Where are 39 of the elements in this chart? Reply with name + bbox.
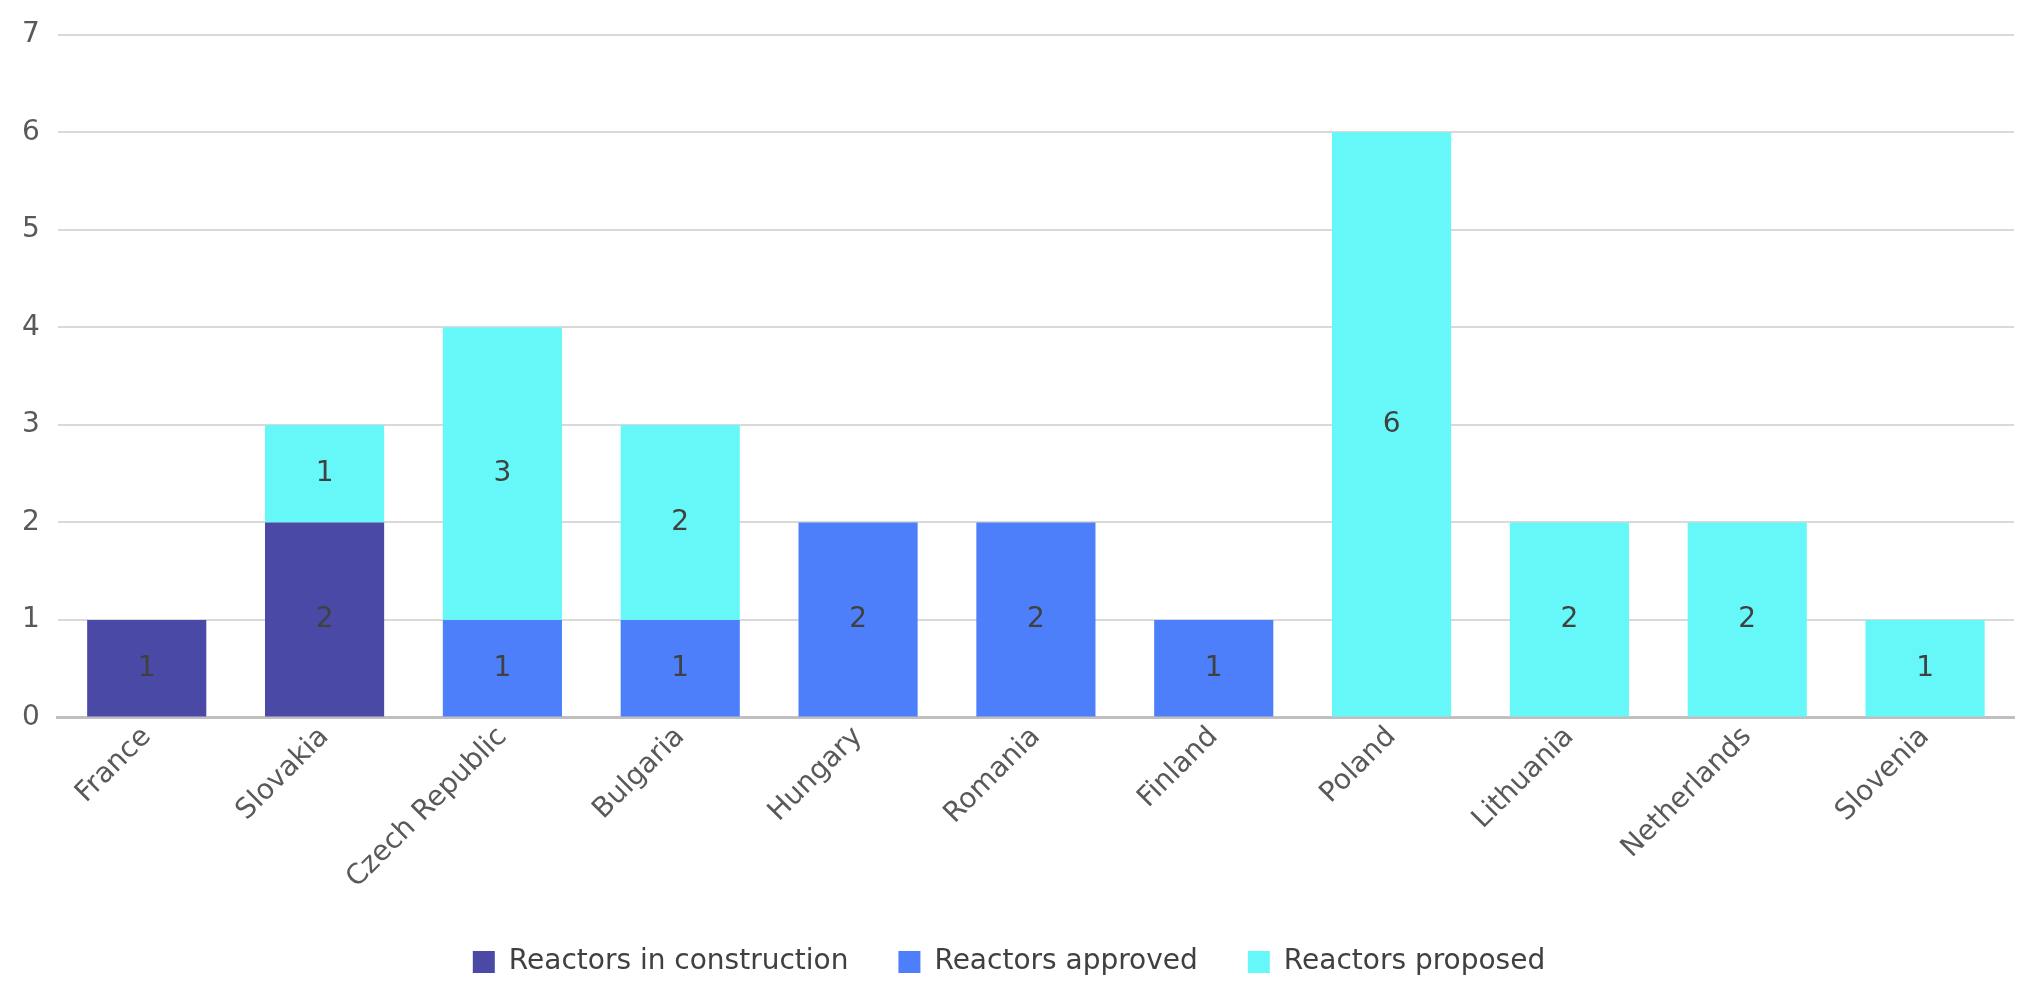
bar — [442, 327, 562, 620]
data-label: 2 — [849, 600, 867, 634]
data-label: 3 — [493, 454, 512, 488]
data-label: 1 — [1916, 649, 1934, 683]
bar — [1687, 522, 1807, 717]
bar — [620, 619, 740, 717]
bar — [976, 522, 1096, 717]
y-tick-label: 0 — [21, 698, 40, 732]
legend-label: Reactors approved — [934, 943, 1198, 977]
bar — [798, 522, 918, 717]
data-label: 2 — [1026, 600, 1045, 634]
data-label: 2 — [671, 503, 690, 537]
y-tick-label: 2 — [21, 503, 40, 537]
data-label: 2 — [1560, 600, 1579, 634]
data-label: 1 — [137, 649, 156, 683]
y-tick-label: 5 — [21, 211, 40, 245]
bar — [442, 619, 562, 717]
data-label: 1 — [1204, 649, 1223, 683]
bar — [620, 424, 740, 620]
y-tick-label: 4 — [21, 308, 40, 342]
bar — [1332, 132, 1452, 717]
data-label: 1 — [493, 649, 512, 683]
y-tick-label: 6 — [21, 113, 40, 147]
bar — [1509, 522, 1629, 717]
legend-label: Reactors in construction — [508, 943, 849, 977]
bar — [87, 619, 207, 717]
y-tick-label: 7 — [21, 16, 40, 50]
data-label: 6 — [1382, 405, 1401, 439]
y-tick-label: 1 — [21, 601, 40, 635]
data-label: 2 — [315, 600, 334, 634]
data-label: 1 — [671, 649, 690, 683]
data-label: 1 — [315, 454, 334, 488]
data-label: 2 — [1738, 600, 1757, 634]
bar — [264, 522, 385, 717]
bar — [264, 424, 385, 523]
y-tick-label: 3 — [21, 406, 40, 440]
bar — [1154, 619, 1274, 717]
legend-label: Reactors proposed — [1283, 943, 1546, 977]
bar — [1865, 619, 1985, 717]
